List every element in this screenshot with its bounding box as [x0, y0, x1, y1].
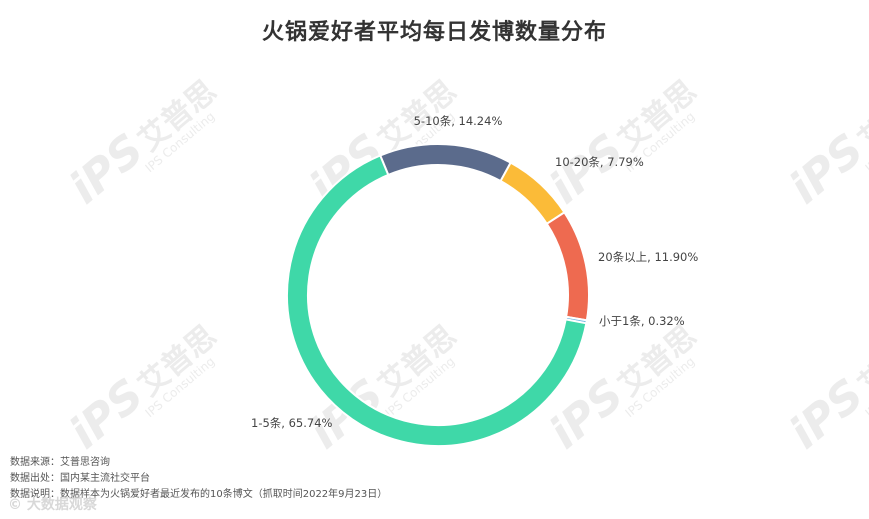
slice-20-plus[interactable]: [545, 210, 590, 322]
slice-label-under-1: 小于1条, 0.32%: [599, 314, 685, 328]
chart-title: 火锅爱好者平均每日发博数量分布: [261, 20, 607, 45]
footer-source: 数据来源：艾普思咨询: [10, 457, 110, 468]
footer-note: 数据说明：数据样本为火锅爱好者最近发布的10条博文（抓取时间2022年9月23日…: [10, 489, 388, 500]
slice-label-20-plus: 20条以上, 11.90%: [598, 250, 698, 264]
brand-mark: © 大数据观察: [8, 497, 97, 513]
slice-5-10[interactable]: [378, 143, 513, 183]
slice-label-1-5: 1-5条, 65.74%: [251, 416, 333, 430]
footer-origin: 数据出处：国内某主流社交平台: [10, 473, 150, 484]
slice-10-20[interactable]: [499, 161, 566, 226]
slice-label-5-10: 5-10条, 14.24%: [414, 114, 503, 128]
slice-label-10-20: 10-20条, 7.79%: [555, 155, 644, 169]
footer-notes: 数据来源：艾普思咨询 数据出处：国内某主流社交平台 数据说明：数据样本为火锅爱好…: [10, 455, 387, 503]
slice-1-5[interactable]: [286, 154, 588, 447]
